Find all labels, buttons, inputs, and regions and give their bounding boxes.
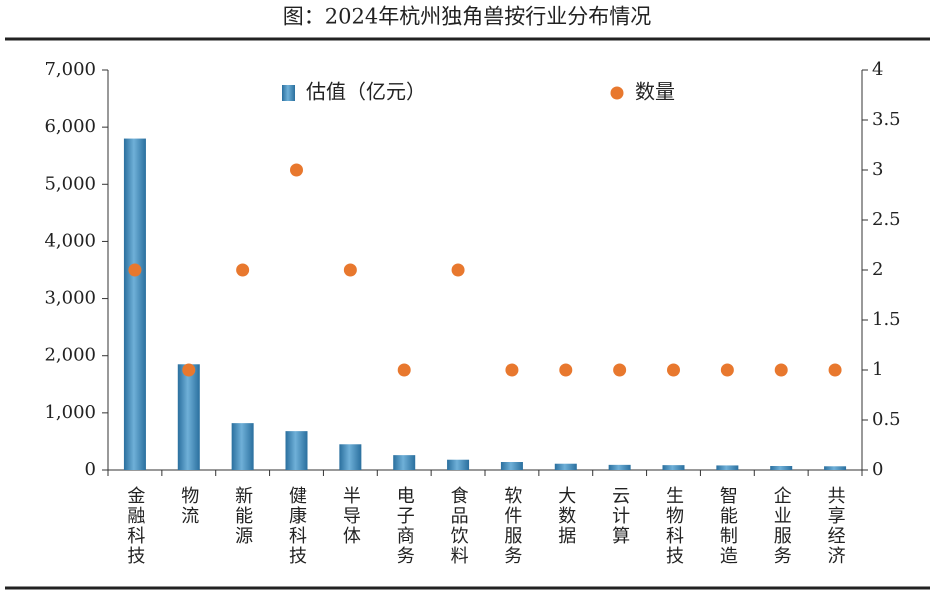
dot <box>128 263 142 277</box>
y-tick-label: 3,000 <box>44 288 96 309</box>
dot <box>397 363 411 377</box>
y2-tick-label: 2.5 <box>872 209 901 230</box>
bar <box>608 464 631 470</box>
y2-tick-label: 2 <box>872 259 883 280</box>
x-tick-label: 金融科技 <box>124 486 145 566</box>
x-tick-label: 物流 <box>178 486 199 526</box>
bar <box>770 466 793 470</box>
chart-title: 图：2024年杭州独角兽按行业分布情况 <box>283 5 651 29</box>
legend-swatch <box>610 86 624 100</box>
dot <box>828 363 842 377</box>
y-tick-label: 2,000 <box>44 345 96 366</box>
dot <box>182 363 196 377</box>
bar <box>123 138 146 471</box>
x-tick-label: 云计算 <box>609 486 630 546</box>
dot <box>774 363 788 377</box>
y2-tick-label: 1.5 <box>872 309 901 330</box>
dot <box>343 263 357 277</box>
y2-tick-label: 3 <box>872 159 883 180</box>
bar <box>285 431 308 470</box>
y-tick-label: 1,000 <box>44 402 96 423</box>
x-tick-label: 企业服务 <box>771 486 792 566</box>
bar <box>339 444 362 470</box>
y-tick-label: 0 <box>85 459 96 480</box>
x-tick-label: 共享经济 <box>825 486 846 566</box>
dot <box>451 263 465 277</box>
x-tick-label: 生物科技 <box>663 486 684 566</box>
y-tick-label: 7,000 <box>44 59 96 80</box>
y2-tick-label: 0 <box>872 459 883 480</box>
dot <box>236 263 250 277</box>
bar <box>447 459 470 470</box>
dot <box>720 363 734 377</box>
bar <box>716 465 739 470</box>
y2-tick-label: 4 <box>872 59 883 80</box>
y-tick-label: 4,000 <box>44 230 96 251</box>
dot <box>559 363 573 377</box>
x-tick-label: 半导体 <box>340 486 361 546</box>
y2-tick-label: 3.5 <box>872 109 901 130</box>
legend-label: 数量 <box>635 80 675 104</box>
dot <box>505 363 519 377</box>
x-tick-label: 软件服务 <box>501 486 522 566</box>
dot <box>613 363 627 377</box>
bar <box>393 455 416 470</box>
bar <box>662 465 685 470</box>
bar <box>231 423 254 470</box>
x-tick-label: 食品饮料 <box>448 486 469 566</box>
x-tick-label: 智能制造 <box>717 486 738 566</box>
dot <box>290 163 303 177</box>
y-tick-label: 5,000 <box>44 173 96 194</box>
dot <box>667 363 680 377</box>
legend-swatch <box>282 85 295 101</box>
y-tick-label: 6,000 <box>44 116 96 137</box>
bar <box>500 462 523 470</box>
bar <box>824 466 847 470</box>
bar <box>554 463 577 470</box>
y2-tick-label: 1 <box>872 359 883 380</box>
legend-label: 估值（亿元） <box>306 80 426 104</box>
x-tick-label: 新能源 <box>232 486 253 546</box>
x-tick-label: 健康科技 <box>286 486 307 566</box>
y2-tick-label: 0.5 <box>872 409 901 430</box>
x-tick-label: 大数据 <box>555 486 576 546</box>
bar <box>177 364 200 470</box>
x-tick-label: 电子商务 <box>394 486 415 566</box>
